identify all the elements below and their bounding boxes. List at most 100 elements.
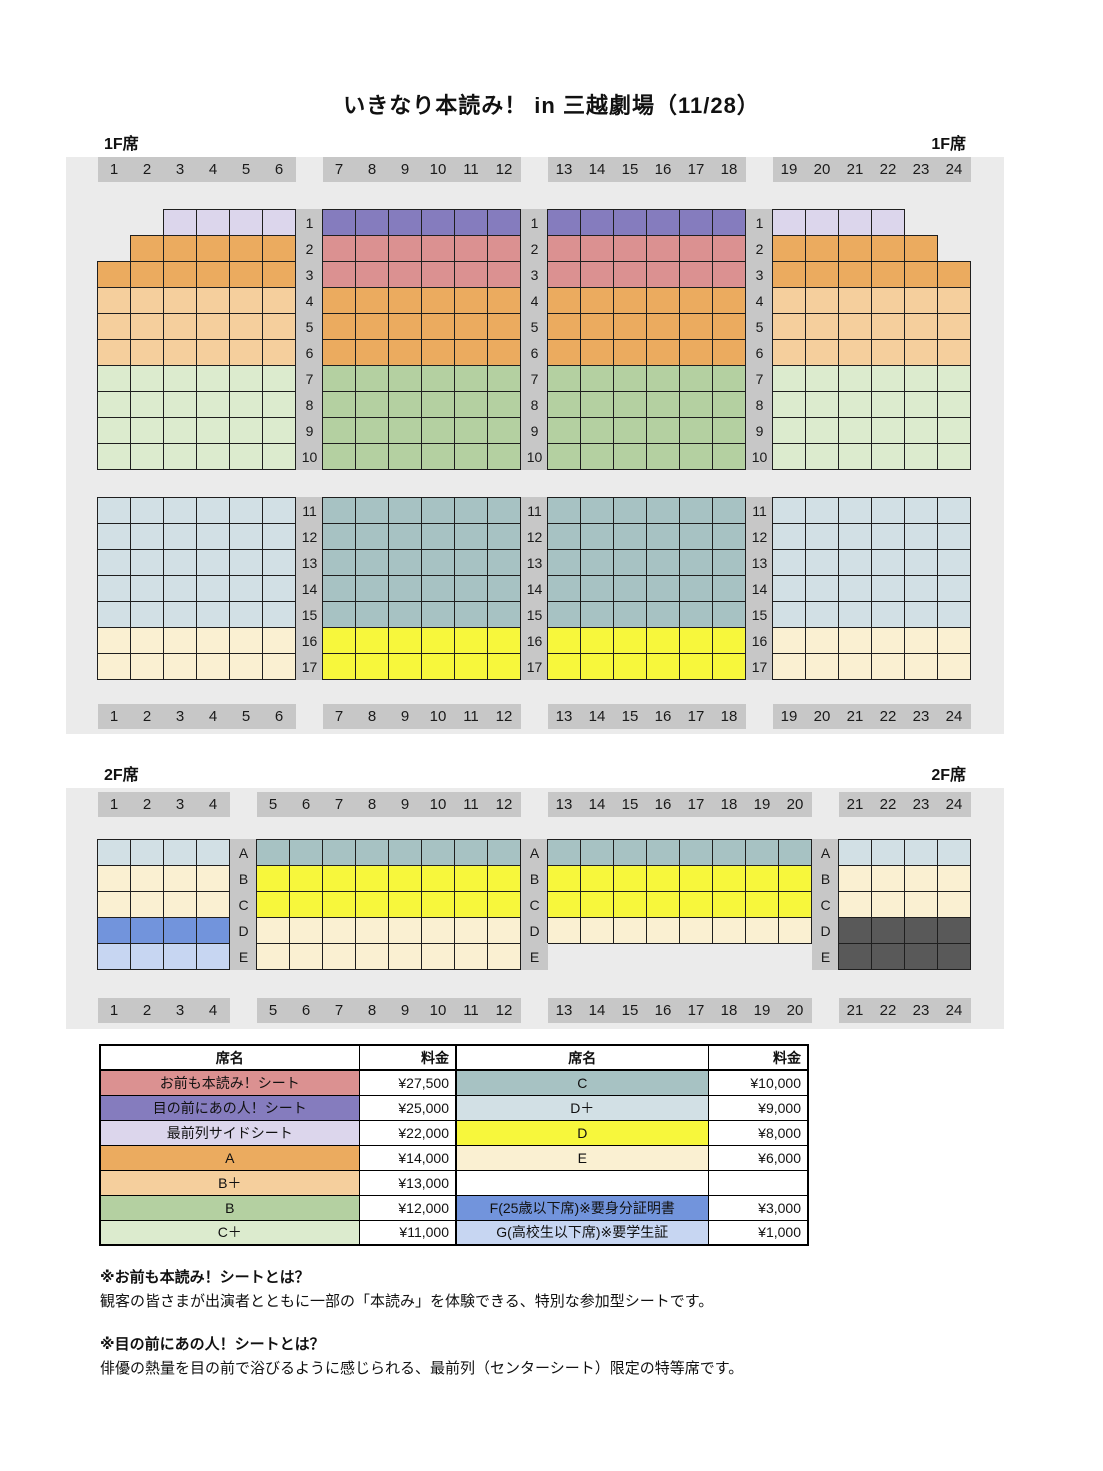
row-label: 1 xyxy=(521,209,548,236)
col-number: 5 xyxy=(268,796,278,813)
seat xyxy=(772,443,806,470)
seat xyxy=(904,653,938,680)
seat xyxy=(838,391,872,418)
column-header-strip: 21 22 23 24 xyxy=(839,792,971,817)
seat xyxy=(745,891,779,918)
seat xyxy=(355,839,389,866)
seat xyxy=(937,261,971,288)
seat xyxy=(904,391,938,418)
seat xyxy=(130,575,164,602)
seat-row: 17 17 17 xyxy=(97,653,972,680)
seat xyxy=(487,839,521,866)
seat xyxy=(163,209,197,236)
seat xyxy=(679,365,713,392)
seat xyxy=(580,575,614,602)
seat xyxy=(322,575,356,602)
seat xyxy=(712,523,746,550)
col-number: 9 xyxy=(400,161,410,178)
seat xyxy=(838,943,872,970)
seat xyxy=(421,601,455,628)
seat xyxy=(937,627,971,654)
seat xyxy=(547,209,581,236)
seat xyxy=(454,443,488,470)
col-number: 5 xyxy=(268,1002,278,1019)
seat xyxy=(805,261,839,288)
seat xyxy=(805,235,839,262)
seat xyxy=(454,261,488,288)
seat xyxy=(454,549,488,576)
row-label: 8 xyxy=(296,391,323,418)
seat xyxy=(289,865,323,892)
seat xyxy=(388,575,422,602)
seat xyxy=(712,287,746,314)
seat xyxy=(613,443,647,470)
col-number: 8 xyxy=(367,161,377,178)
seat xyxy=(547,865,581,892)
column-header-gap xyxy=(230,792,257,817)
price-cell: ¥9,000 xyxy=(707,1094,809,1121)
seat xyxy=(838,839,872,866)
seat xyxy=(355,653,389,680)
col-number: 23 xyxy=(912,161,930,178)
seat xyxy=(262,287,296,314)
seat xyxy=(580,653,614,680)
seat xyxy=(229,339,263,366)
seat xyxy=(454,209,488,236)
seat xyxy=(547,891,581,918)
col-number: 22 xyxy=(879,161,897,178)
seat xyxy=(421,443,455,470)
seat xyxy=(778,917,812,944)
seat xyxy=(262,443,296,470)
seat xyxy=(289,891,323,918)
seat-row: 9 9 9 xyxy=(97,417,972,444)
col-number: 11 xyxy=(463,1002,479,1019)
floor-2f-label-right: 2F席 xyxy=(931,767,966,784)
row-label: 9 xyxy=(296,417,323,444)
seat xyxy=(163,313,197,340)
seat-name-cell: C＋ xyxy=(99,1219,360,1246)
column-header-row: 1 2 3 4 5 6 7 8 9 10 11 12 13 14 15 16 17 18 19 20 21 22 23 24 xyxy=(98,704,972,729)
column-header-gap xyxy=(296,157,323,182)
seat xyxy=(262,365,296,392)
seat xyxy=(388,209,422,236)
seat xyxy=(679,839,713,866)
seat xyxy=(679,497,713,524)
seat xyxy=(454,523,488,550)
seat xyxy=(421,865,455,892)
seat xyxy=(613,523,647,550)
seat-map-1f: 1 2 3 4 5 6 7 8 9 10 11 12 13 14 15 16 17 18 19 20 21 22 23 24 1… xyxy=(66,157,1004,734)
row-label: 17 xyxy=(746,653,773,680)
col-number: 9 xyxy=(400,1002,410,1019)
price-table-row: B＋ ¥13,000 xyxy=(99,1169,809,1196)
seat-name-cell: 目の前にあの人！シート xyxy=(99,1094,360,1121)
seat xyxy=(871,235,905,262)
seat xyxy=(937,839,971,866)
row-label: 4 xyxy=(296,287,323,314)
seat-name-cell: B xyxy=(99,1194,360,1221)
seat xyxy=(838,235,872,262)
seat xyxy=(97,917,131,944)
col-number: 21 xyxy=(846,708,864,725)
row-label: 15 xyxy=(746,601,773,628)
col-number: 9 xyxy=(400,708,410,725)
seat xyxy=(679,313,713,340)
seat xyxy=(322,417,356,444)
row-label: 1 xyxy=(296,209,323,236)
seat xyxy=(613,627,647,654)
seat xyxy=(613,575,647,602)
col-number: 18 xyxy=(720,161,738,178)
seat xyxy=(262,601,296,628)
seat xyxy=(487,261,521,288)
row-label: 2 xyxy=(296,235,323,262)
row-label: 9 xyxy=(521,417,548,444)
col-number: 8 xyxy=(367,1002,377,1019)
col-number: 18 xyxy=(720,796,738,813)
seat xyxy=(421,627,455,654)
seat-name-cell: G(高校生以下席)※要学生証 xyxy=(455,1219,709,1246)
seat xyxy=(805,443,839,470)
seat xyxy=(421,261,455,288)
seat xyxy=(322,523,356,550)
seat xyxy=(580,523,614,550)
seat xyxy=(613,261,647,288)
